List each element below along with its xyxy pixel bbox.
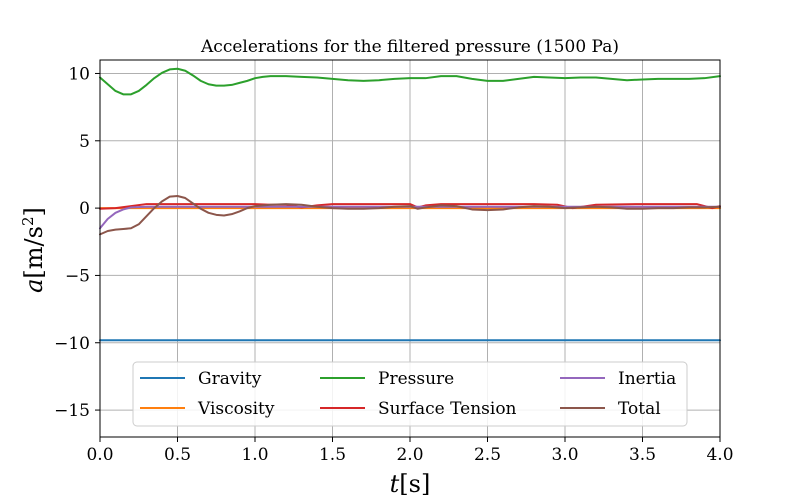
y-tick-label: −15: [54, 401, 90, 421]
y-axis-exponent: 2: [19, 216, 37, 226]
y-axis-unit: [m/s: [20, 226, 48, 279]
x-tick-label: 1.5: [319, 445, 346, 465]
legend-label: Pressure: [378, 369, 454, 389]
x-axis-label: t[s]: [390, 470, 431, 498]
series-line-total: [99, 194, 721, 236]
legend-label: Total: [618, 399, 661, 419]
series-line-surface-tension: [99, 203, 721, 210]
legend-label: Inertia: [618, 369, 676, 389]
y-tick-label: 10: [68, 64, 90, 84]
y-tick-label: −5: [65, 266, 90, 286]
axis-ticks: 0.0 0.5 1.0 1.5 2.0 2.5 3.0 3.5 4.0 10 5 0 −5 −10 −15: [54, 64, 733, 465]
legend-label: Gravity: [198, 369, 262, 389]
y-axis-var: a: [20, 279, 48, 293]
legend-box: [132, 361, 688, 427]
x-tick-label: 0.0: [86, 445, 113, 465]
x-tick-label: 3.5: [629, 445, 656, 465]
x-tick-label: 2.0: [396, 445, 423, 465]
y-tick-label: 5: [79, 132, 90, 152]
legend-label: Viscosity: [197, 399, 275, 419]
y-tick-label: −10: [54, 334, 90, 354]
y-tick-label: 0: [79, 199, 90, 219]
series-layer: [99, 67, 721, 342]
legend-label: Surface Tension: [378, 399, 517, 419]
x-axis-var: t: [390, 470, 400, 498]
x-tick-label: 4.0: [706, 445, 733, 465]
series-line-pressure: [99, 67, 721, 96]
x-tick-label: 1.0: [241, 445, 268, 465]
y-axis-label: a[m/s2]: [19, 207, 48, 293]
legend: Gravity Viscosity Pressure Surface Tension I…: [132, 361, 688, 427]
y-axis-close: ]: [20, 207, 48, 216]
x-tick-label: 2.5: [474, 445, 501, 465]
x-tick-label: 0.5: [164, 445, 191, 465]
x-tick-label: 3.0: [551, 445, 578, 465]
x-axis-unit: [s]: [399, 470, 430, 498]
chart-title: Accelerations for the filtered pressure …: [200, 37, 619, 57]
